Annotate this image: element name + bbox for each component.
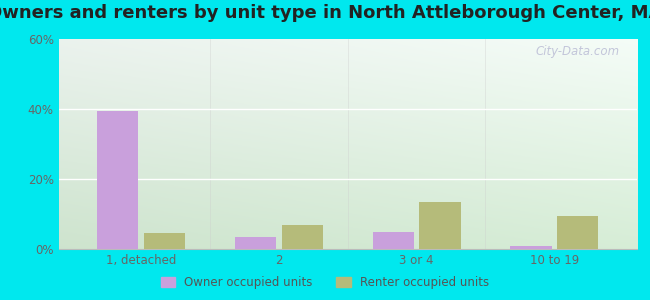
Bar xyxy=(144,233,185,249)
Bar xyxy=(557,216,599,249)
Text: Owners and renters by unit type in North Attleborough Center, MA: Owners and renters by unit type in North… xyxy=(0,4,650,22)
Bar xyxy=(372,232,414,249)
Text: City-Data.com: City-Data.com xyxy=(536,45,619,58)
Bar xyxy=(419,202,461,249)
Bar xyxy=(510,245,552,249)
Legend: Owner occupied units, Renter occupied units: Owner occupied units, Renter occupied un… xyxy=(156,272,494,294)
Bar xyxy=(235,237,276,249)
Bar xyxy=(97,111,138,249)
Bar xyxy=(281,224,323,249)
